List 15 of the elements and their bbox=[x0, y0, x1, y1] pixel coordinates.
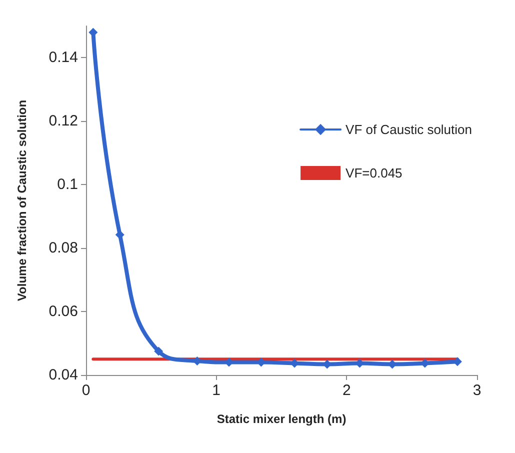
x-tick-label: 0 bbox=[82, 382, 90, 399]
x-tick-label: 2 bbox=[342, 382, 351, 399]
y-tick-label: 0.1 bbox=[57, 176, 78, 194]
x-tick-label: 3 bbox=[472, 382, 482, 399]
y-tick-label: 0.06 bbox=[48, 303, 78, 320]
legend-label: VF of Caustic solution bbox=[346, 122, 472, 137]
legend-label: VF=0.045 bbox=[346, 166, 402, 180]
y-axis-title: Volume fraction of Caustic solution bbox=[15, 100, 29, 302]
x-axis-title: Static mixer length (m) bbox=[216, 412, 346, 426]
x-tick-label: 1 bbox=[212, 382, 221, 399]
point bbox=[154, 346, 164, 356]
y-tick-label: 0.08 bbox=[48, 240, 78, 257]
y-tick-label: 0.12 bbox=[48, 112, 78, 130]
y-tick-label: 0.14 bbox=[48, 49, 78, 66]
y-tick-label: 0.04 bbox=[48, 366, 78, 384]
